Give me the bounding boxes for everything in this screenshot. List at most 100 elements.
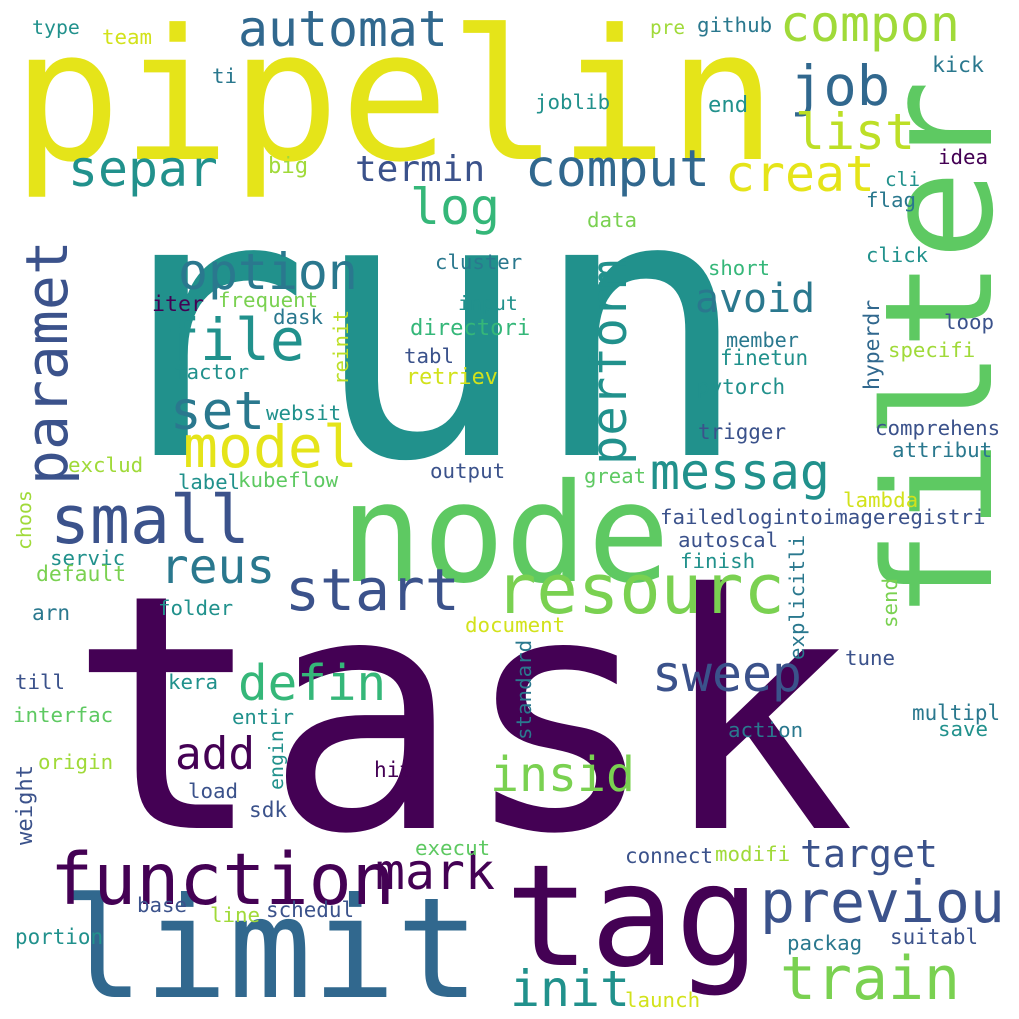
word-job: job: [790, 54, 891, 119]
word-type: type: [32, 16, 80, 40]
word-pytorch: pytorch: [697, 374, 786, 399]
word-data: data: [587, 207, 638, 232]
word-directori: directori: [410, 314, 531, 341]
word-ti: ti: [212, 63, 238, 88]
word-previou: previou: [760, 868, 1005, 937]
word-frequent: frequent: [218, 287, 319, 312]
word-failedlogintoimageregistri: failedlogintoimageregistri: [660, 504, 986, 529]
word-reus: reus: [160, 539, 276, 595]
word-attribut: attribut: [892, 437, 993, 462]
word-reinit: reinit: [328, 309, 353, 385]
word-tabl: tabl: [404, 343, 455, 368]
word-tune: tune: [845, 645, 896, 670]
word-option: option: [178, 243, 358, 302]
word-send: send: [877, 577, 902, 628]
word-engin: engin: [265, 730, 289, 790]
word-node: node: [340, 455, 670, 615]
word-hit: hit: [374, 757, 413, 783]
word-line: line: [210, 902, 261, 927]
word-automat: automat: [238, 0, 448, 59]
word-log: log: [410, 177, 500, 236]
word-kick: kick: [932, 53, 985, 79]
word-termin: termin: [355, 149, 486, 190]
word-small: small: [50, 480, 250, 559]
word-finetun: finetun: [720, 345, 809, 370]
word-load: load: [188, 778, 239, 803]
word-arn: arn: [32, 600, 71, 626]
word-great: great: [584, 463, 646, 488]
word-file: file: [165, 305, 305, 374]
word-iter: iter: [152, 292, 205, 318]
word-train: train: [780, 944, 961, 1015]
word-github: github: [697, 12, 773, 37]
word-defin: defin: [238, 654, 387, 713]
word-default: default: [36, 562, 127, 588]
word-label: label: [178, 469, 240, 494]
word-explicitli: explicitli: [784, 534, 809, 660]
word-task: task: [68, 525, 855, 906]
word-packag: packag: [787, 930, 863, 955]
word-target: target: [800, 832, 938, 877]
word-trigger: trigger: [698, 419, 787, 444]
word-folder: folder: [158, 595, 234, 620]
word-perform: perform: [580, 259, 638, 465]
word-action: action: [728, 717, 804, 742]
word-choos: choos: [13, 490, 37, 550]
word-retriev: retriev: [406, 365, 498, 391]
word-idea: idea: [938, 144, 989, 169]
word-member: member: [726, 327, 799, 352]
word-launch: launch: [625, 987, 701, 1012]
word-separ: separ: [68, 140, 218, 199]
word-entir: entir: [232, 704, 294, 729]
word-specifi: specifi: [888, 337, 976, 362]
word-end: end: [708, 91, 749, 118]
word-websit: websit: [266, 400, 342, 425]
word-document: document: [465, 612, 566, 637]
word-output: output: [430, 458, 506, 483]
word-add: add: [175, 728, 256, 780]
word-sdk: sdk: [249, 797, 288, 823]
word-resourc: resourc: [495, 549, 785, 630]
word-cluster: cluster: [435, 249, 523, 274]
word-standard: standard: [511, 639, 536, 740]
word-autoscal: autoscal: [678, 527, 779, 552]
word-lambda: lambda: [843, 487, 919, 512]
word-save: save: [938, 716, 989, 741]
word-run: run: [90, 116, 751, 543]
word-origin: origin: [38, 749, 114, 774]
word-hyperdr: hyperdr: [860, 299, 886, 390]
word-base: base: [137, 892, 188, 917]
word-pipelin: pipelin: [12, 0, 777, 203]
word-connect: connect: [625, 843, 714, 868]
word-big: big: [268, 152, 309, 179]
word-schedul: schedul: [266, 897, 355, 922]
word-portion: portion: [15, 924, 104, 949]
word-set: set: [170, 381, 265, 443]
word-short: short: [708, 255, 770, 280]
word-multipl: multipl: [912, 700, 1001, 725]
word-sweep: sweep: [652, 645, 802, 704]
word-function: function: [50, 838, 395, 922]
word-team: team: [102, 24, 153, 49]
word-servic: servic: [50, 545, 126, 570]
word-messag: messag: [650, 442, 830, 501]
word-model: model: [183, 413, 358, 482]
word-comprehens: comprehens: [875, 415, 1001, 440]
word-pre: pre: [650, 16, 686, 40]
word-loop: loop: [944, 309, 995, 334]
word-factor: factor: [174, 359, 250, 384]
word-comput: comput: [525, 139, 710, 200]
word-kubeflow: kubeflow: [238, 467, 339, 492]
word-list: list: [795, 102, 915, 161]
word-creat: creat: [725, 145, 875, 204]
word-suitabl: suitabl: [890, 924, 979, 949]
word-weight: weight: [11, 764, 38, 845]
word-paramet: paramet: [12, 240, 81, 485]
word-input: input: [458, 292, 518, 316]
word-start: start: [285, 555, 460, 624]
word-exclud: exclud: [68, 452, 144, 477]
word-click: click: [866, 242, 928, 267]
word-init: init: [510, 960, 630, 1019]
word-finish: finish: [680, 548, 756, 573]
